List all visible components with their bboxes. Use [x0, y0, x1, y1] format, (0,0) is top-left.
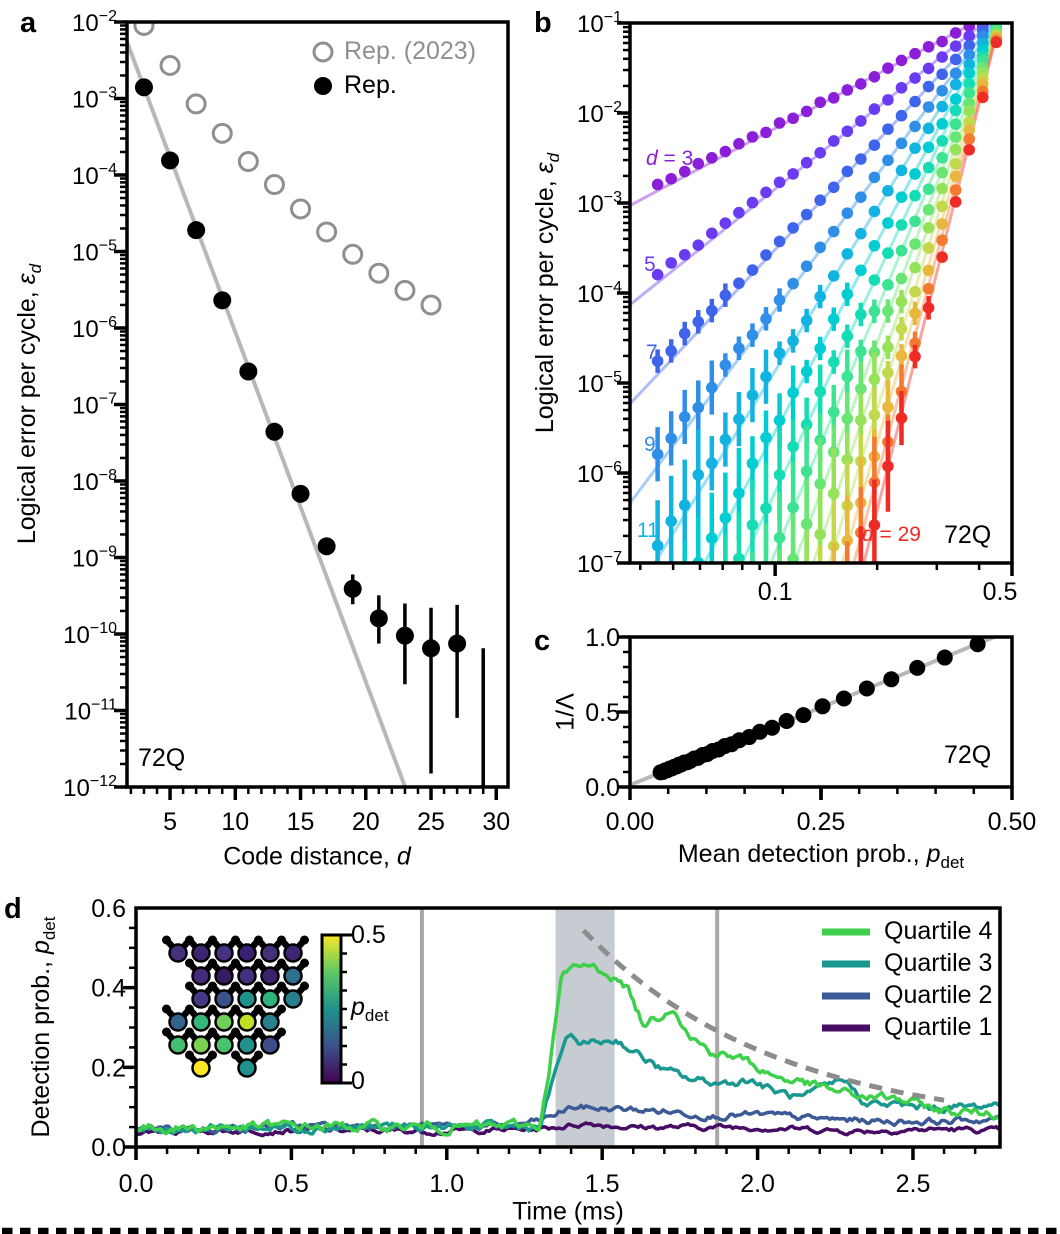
- svg-text:0.0: 0.0: [91, 1134, 126, 1162]
- legend-label-quartile-4: Quartile 4: [884, 917, 993, 945]
- panel-b-series-label-1: 5: [644, 253, 656, 276]
- svg-text:0.5: 0.5: [585, 699, 620, 727]
- svg-text:10−8: 10−8: [72, 467, 117, 496]
- svg-text:10−6: 10−6: [577, 459, 622, 488]
- svg-text:25: 25: [417, 808, 445, 836]
- svg-text:5: 5: [163, 808, 177, 836]
- cropped-next-row-artifact: [2, 1227, 1057, 1234]
- panel-d-legend-swatches: [822, 928, 870, 1032]
- panel-d: 0.0 0.5 1.0 1.5 2.0 2.5 0.0 0.2 0.4 0.6: [91, 895, 1002, 1198]
- svg-text:10−1: 10−1: [577, 9, 622, 38]
- panel-b-corner-label: 72Q: [944, 521, 992, 549]
- panel-d-letter: d: [4, 893, 22, 925]
- panel-c-axes: 0.00 0.25 0.50 0.0 0.5 1.0: [585, 624, 1036, 836]
- svg-text:0.5: 0.5: [983, 578, 1018, 606]
- svg-text:0.5: 0.5: [274, 1170, 309, 1198]
- panel-a-corner-label: 72Q: [138, 744, 186, 772]
- svg-text:10−4: 10−4: [72, 161, 117, 190]
- quartile-trace-3: [136, 1032, 1000, 1136]
- panel-b-points: [651, 23, 1003, 563]
- svg-text:10−6: 10−6: [72, 314, 117, 343]
- panel-a-x-axis-label: Code distance, d: [223, 842, 411, 871]
- svg-text:0.25: 0.25: [797, 808, 846, 836]
- svg-text:10−11: 10−11: [64, 697, 117, 726]
- svg-text:10−7: 10−7: [577, 549, 622, 578]
- panel-b: 0.1 0.5 10−1 10−2 10−3 10−4 10−5 10−6 10−7: [577, 9, 1017, 606]
- legend-label-rep: Rep.: [344, 71, 397, 99]
- svg-text:0.50: 0.50: [988, 808, 1037, 836]
- panel-b-series-label-0: d = 3: [646, 147, 694, 170]
- svg-text:10−9: 10−9: [72, 544, 117, 573]
- svg-text:10−7: 10−7: [72, 391, 117, 420]
- colorbar-max-label: 0.5: [351, 921, 386, 949]
- panel-a-legend-markers: [312, 41, 334, 95]
- panel-b-series-label-4: 11: [637, 519, 659, 542]
- quartile-trace-1: [136, 1121, 1000, 1138]
- svg-text:0.6: 0.6: [91, 895, 126, 923]
- panel-a-y-axis-label: Logical error per cycle, εd: [13, 263, 46, 545]
- panel-c-y-axis-label: 1/Λ: [551, 693, 580, 731]
- panel-b-letter: b: [534, 7, 552, 39]
- panel-a: 5 10 15 20 25 30 10−2 10−3 10−4 10−5 10−6 10−7 10−8 1…: [63, 8, 510, 836]
- svg-text:0.00: 0.00: [606, 808, 655, 836]
- legend-label-quartile-1: Quartile 1: [884, 1013, 993, 1041]
- svg-text:1.5: 1.5: [585, 1170, 620, 1198]
- panel-b-content: [630, 23, 1003, 563]
- device-inset: [162, 935, 309, 1078]
- svg-text:1.0: 1.0: [429, 1170, 464, 1198]
- svg-text:2.0: 2.0: [740, 1170, 775, 1198]
- svg-text:10−3: 10−3: [577, 189, 622, 218]
- panel-c-x-axis-label: Mean detection prob., pdet: [677, 840, 965, 873]
- colorbar-title: pdet: [351, 993, 389, 1025]
- panel-a-axes: 5 10 15 20 25 30 10−2 10−3 10−4 10−5 10−6 10−7 10−8 1…: [63, 8, 510, 836]
- svg-text:10−12: 10−12: [63, 773, 117, 802]
- quartile-trace-4: [136, 962, 1000, 1137]
- panel-b-series-label-5: d = 29: [862, 523, 921, 546]
- panel-c-letter: c: [534, 625, 551, 657]
- svg-text:2.5: 2.5: [896, 1170, 931, 1198]
- svg-text:0.2: 0.2: [91, 1054, 126, 1082]
- panel-b-axes: 0.1 0.5 10−1 10−2 10−3 10−4 10−5 10−6 10−7: [577, 9, 1017, 606]
- panel-b-series-label-2: 7: [646, 341, 658, 364]
- svg-text:15: 15: [287, 808, 315, 836]
- series-rep-2023: [133, 22, 442, 316]
- colorbar: [320, 933, 352, 1085]
- panel-d-axes: 0.0 0.5 1.0 1.5 2.0 2.5 0.0 0.2 0.4 0.6: [91, 895, 1002, 1198]
- panel-d-x-axis-label: Time (ms): [512, 1197, 624, 1226]
- svg-text:10−2: 10−2: [72, 8, 117, 37]
- legend-label-rep-2023: Rep. (2023): [344, 37, 477, 65]
- svg-text:0.0: 0.0: [585, 774, 620, 802]
- panel-c-content: [630, 637, 996, 787]
- svg-text:10−3: 10−3: [72, 85, 117, 114]
- panel-d-y-axis-label: Detection prob., pdet: [27, 916, 60, 1138]
- panel-b-y-axis-label: Logical error per cycle, εd: [531, 152, 564, 434]
- svg-text:10−10: 10−10: [63, 620, 117, 649]
- svg-text:0.1: 0.1: [758, 578, 793, 606]
- panel-c-points: [652, 637, 986, 781]
- colorbar-min-label: 0: [351, 1067, 365, 1095]
- panel-a-letter: a: [20, 7, 37, 39]
- legend-label-quartile-3: Quartile 3: [884, 949, 993, 977]
- svg-text:10−5: 10−5: [577, 369, 622, 398]
- svg-text:0.0: 0.0: [119, 1170, 154, 1198]
- svg-text:20: 20: [352, 808, 380, 836]
- svg-text:10−4: 10−4: [577, 279, 622, 308]
- svg-text:0.4: 0.4: [91, 975, 126, 1003]
- panel-d-content: [136, 908, 1000, 1147]
- svg-text:30: 30: [482, 808, 510, 836]
- series-rep: [134, 78, 485, 787]
- svg-text:10−2: 10−2: [577, 99, 622, 128]
- panel-a-content: [127, 22, 485, 787]
- legend-label-quartile-2: Quartile 2: [884, 981, 993, 1009]
- svg-text:10: 10: [221, 808, 249, 836]
- panel-c: 0.00 0.25 0.50 0.0 0.5 1.0: [585, 624, 1036, 836]
- svg-text:1.0: 1.0: [585, 624, 620, 652]
- svg-text:10−5: 10−5: [72, 238, 117, 267]
- panel-b-series-label-3: 9: [644, 433, 656, 456]
- panel-c-corner-label: 72Q: [944, 741, 992, 769]
